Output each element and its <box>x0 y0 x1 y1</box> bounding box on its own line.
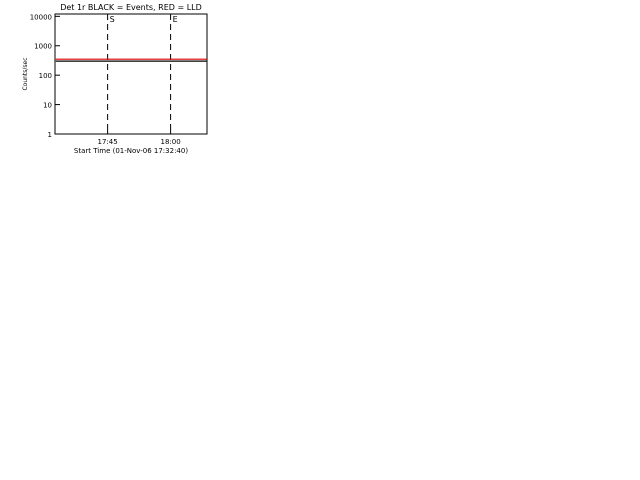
y-tick-label: 10 <box>43 102 52 110</box>
x-tick-label: 18:00 <box>161 138 181 146</box>
y-tick-label: 1 <box>48 131 52 139</box>
x-axis-label: Start Time (01-Nov-06 17:32:40) <box>74 147 188 155</box>
marker-label: S <box>110 15 115 24</box>
chart-panel: Det 1r BLACK = Events, RED = LLD 1 10 100 10… <box>22 3 208 155</box>
marker-label: E <box>173 15 178 24</box>
y-tick-label: 100 <box>39 72 52 80</box>
y-tick-label: 1000 <box>34 43 52 51</box>
x-tick-label: 17:45 <box>98 138 118 146</box>
y-tick-label: 10000 <box>30 13 52 21</box>
plot-frame <box>54 13 208 135</box>
panel-title: Det 1r BLACK = Events, RED = LLD <box>60 3 202 12</box>
y-axis-label: Counts/sec <box>22 57 29 90</box>
